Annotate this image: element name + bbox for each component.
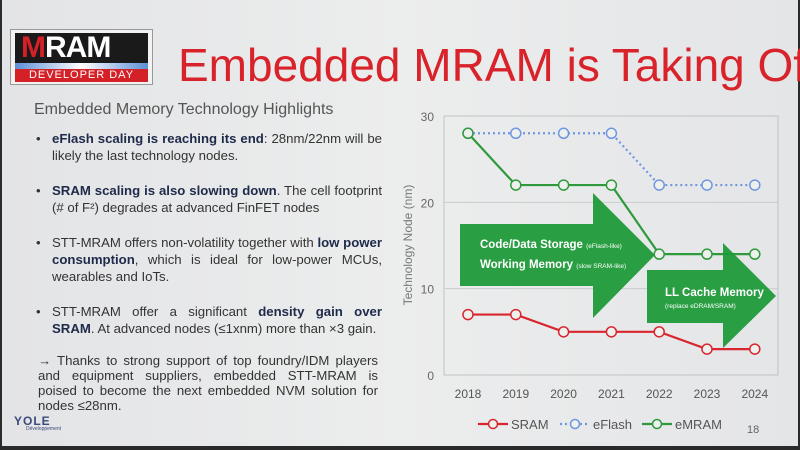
bullet-item: STT-MRAM offer a significant density gai… (32, 303, 382, 337)
svg-text:Working Memory (slow SRAM-like: Working Memory (slow SRAM-like) (480, 259, 626, 271)
y-tick-label: 10 (421, 283, 435, 297)
legend-item: eMRAM (642, 417, 722, 432)
slide-title: Embedded MRAM is Taking Off! (178, 39, 800, 91)
annotation-arrow-1: Code/Data Storage (eFlash-like) Working … (460, 193, 655, 318)
x-tick-label: 2018 (455, 387, 482, 401)
annotation-text: LL Cache Memory (665, 287, 764, 299)
svg-text:Code/Data Storage (eFlash-like: Code/Data Storage (eFlash-like) (480, 239, 622, 251)
x-tick-label: 2019 (502, 387, 529, 401)
conclusion-text: → Thanks to strong support of top foundr… (38, 353, 378, 413)
bullet-item: eFlash scaling is reaching its end: 28nm… (32, 130, 382, 164)
x-tick-label: 2023 (694, 387, 721, 401)
bullet-list: eFlash scaling is reaching its end: 28nm… (32, 130, 382, 355)
logo-subtitle: DEVELOPER DAY (15, 69, 148, 82)
legend-label: SRAM (511, 417, 549, 432)
y-tick-label: 20 (421, 196, 435, 210)
data-point-eMRAM (510, 179, 522, 191)
data-point-SRAM (510, 308, 522, 321)
page-number: 18 (747, 424, 760, 436)
data-point-eFlash (605, 127, 618, 140)
x-tick-label: 2024 (741, 387, 768, 401)
data-point-eFlash (749, 179, 761, 191)
bullet-item: SRAM scaling is also slowing down. The c… (32, 182, 382, 216)
y-tick-label: 30 (421, 110, 435, 124)
data-point-eFlash (510, 127, 522, 140)
data-point-eMRAM (653, 248, 665, 260)
legend-label: eFlash (593, 417, 632, 432)
annotation-note: (replace eDRAM/SRAM) (665, 303, 736, 310)
mram-developer-day-logo: MRAM DEVELOPER DAY (10, 29, 153, 85)
data-point-eMRAM (557, 179, 570, 191)
x-tick-label: 2022 (646, 387, 673, 401)
legend-item: SRAM (478, 417, 549, 432)
data-point-eFlash (701, 179, 713, 191)
series-line-eFlash (468, 132, 755, 187)
data-point-eFlash (557, 127, 570, 140)
annotation-arrow-2: LL Cache Memory (replace eDRAM/SRAM) (647, 243, 776, 348)
data-point-eMRAM (462, 127, 474, 140)
data-point-eFlash (653, 179, 665, 191)
legend-label: eMRAM (675, 417, 722, 432)
annotation-text: Code/Data Storage (480, 239, 583, 251)
data-point-SRAM (749, 343, 761, 355)
plot-area (443, 115, 779, 376)
y-tick-label: 0 (427, 369, 434, 383)
legend-item: eFlash (560, 417, 632, 432)
annotation-text: Working Memory (480, 259, 574, 271)
data-point-eMRAM (605, 179, 618, 191)
data-point-SRAM (462, 308, 474, 321)
x-tick-label: 2020 (550, 387, 577, 401)
data-point-SRAM (653, 326, 665, 338)
bullet-item: STT-MRAM offers non-volatility together … (32, 234, 382, 285)
data-point-eMRAM (749, 248, 761, 260)
y-axis-label: Technology Node (nm) (401, 185, 415, 306)
yole-logo: YOLE Développement (14, 414, 62, 432)
data-point-SRAM (701, 343, 713, 355)
x-tick-label: 2021 (598, 387, 625, 401)
data-point-eMRAM (701, 248, 713, 260)
data-point-SRAM (605, 326, 618, 338)
data-point-SRAM (557, 326, 570, 338)
section-subtitle: Embedded Memory Technology Highlights (34, 101, 334, 118)
